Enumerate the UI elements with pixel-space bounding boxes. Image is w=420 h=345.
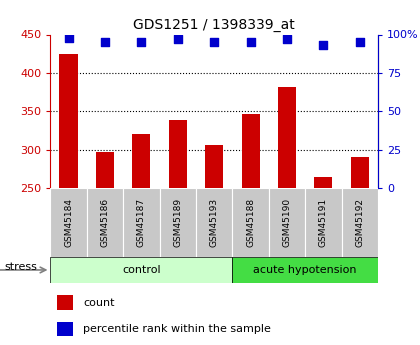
Text: GSM45192: GSM45192 (355, 198, 364, 247)
Bar (232, 188, 269, 257)
Bar (269, 188, 305, 257)
Bar (351, 157, 369, 345)
Text: stress: stress (4, 262, 37, 272)
Bar (196, 188, 232, 257)
Bar (132, 134, 150, 345)
Bar (50, 188, 87, 257)
Point (174, 36, 181, 42)
Bar (241, 114, 260, 345)
Bar (278, 88, 296, 345)
Point (65, 35, 72, 40)
Point (138, 39, 145, 45)
Title: GDS1251 / 1398339_at: GDS1251 / 1398339_at (133, 18, 295, 32)
Bar (169, 120, 187, 345)
Point (357, 39, 363, 45)
Bar (60, 55, 78, 345)
Bar (341, 188, 378, 257)
Bar (232, 257, 378, 283)
Bar (205, 145, 223, 345)
Text: GSM45190: GSM45190 (283, 198, 291, 247)
Bar (160, 188, 196, 257)
Text: GSM45193: GSM45193 (210, 198, 219, 247)
Text: GSM45188: GSM45188 (246, 198, 255, 247)
Text: GSM45191: GSM45191 (319, 198, 328, 247)
Point (320, 42, 327, 48)
Bar (314, 177, 333, 345)
Bar (50, 257, 232, 283)
Bar (57, 322, 74, 336)
Text: GSM45184: GSM45184 (64, 198, 73, 247)
Text: GSM45186: GSM45186 (100, 198, 110, 247)
Text: GSM45189: GSM45189 (173, 198, 182, 247)
Text: GSM45187: GSM45187 (137, 198, 146, 247)
Text: percentile rank within the sample: percentile rank within the sample (83, 324, 271, 334)
Bar (305, 188, 341, 257)
Bar (87, 188, 123, 257)
Text: acute hypotension: acute hypotension (253, 265, 357, 275)
Point (247, 39, 254, 45)
Bar (57, 295, 74, 310)
Text: count: count (83, 298, 115, 308)
Bar (96, 152, 114, 345)
Point (284, 36, 290, 42)
Point (102, 39, 108, 45)
Text: control: control (122, 265, 161, 275)
Bar (123, 188, 160, 257)
Point (211, 39, 218, 45)
